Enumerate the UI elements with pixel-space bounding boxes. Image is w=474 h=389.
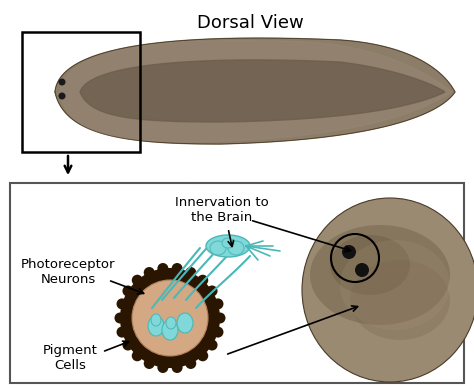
- Circle shape: [157, 263, 168, 274]
- Circle shape: [122, 340, 134, 350]
- Text: Dorsal View: Dorsal View: [197, 14, 303, 32]
- Circle shape: [122, 286, 134, 296]
- Bar: [22, 32, 140, 152]
- Circle shape: [207, 340, 218, 350]
- Circle shape: [144, 267, 155, 278]
- Circle shape: [132, 280, 208, 356]
- Polygon shape: [80, 60, 445, 122]
- Ellipse shape: [148, 316, 164, 336]
- Circle shape: [58, 79, 65, 86]
- Text: Innervation to
the Brain: Innervation to the Brain: [175, 196, 269, 224]
- Circle shape: [207, 286, 218, 296]
- Circle shape: [172, 263, 182, 274]
- Circle shape: [132, 350, 143, 361]
- Bar: [10, 183, 464, 383]
- Ellipse shape: [340, 240, 450, 330]
- Ellipse shape: [310, 225, 450, 325]
- Circle shape: [172, 362, 182, 373]
- Text: Pigment
Cells: Pigment Cells: [43, 344, 98, 372]
- Ellipse shape: [206, 235, 250, 257]
- Circle shape: [342, 245, 356, 259]
- Circle shape: [197, 275, 208, 286]
- Ellipse shape: [228, 241, 244, 255]
- Polygon shape: [60, 40, 452, 142]
- Text: Photoreceptor
Neurons: Photoreceptor Neurons: [21, 258, 115, 286]
- Circle shape: [117, 298, 128, 309]
- Circle shape: [117, 327, 128, 338]
- Circle shape: [120, 268, 220, 368]
- Circle shape: [355, 263, 369, 277]
- Circle shape: [212, 298, 223, 309]
- Circle shape: [185, 358, 196, 369]
- Circle shape: [115, 312, 126, 324]
- Ellipse shape: [350, 260, 450, 340]
- Ellipse shape: [210, 241, 226, 255]
- Circle shape: [215, 312, 226, 324]
- Ellipse shape: [166, 317, 176, 329]
- Ellipse shape: [151, 314, 161, 326]
- Ellipse shape: [162, 320, 178, 340]
- Circle shape: [157, 362, 168, 373]
- Ellipse shape: [222, 238, 234, 248]
- Ellipse shape: [302, 198, 474, 382]
- Ellipse shape: [330, 235, 410, 295]
- Circle shape: [185, 267, 196, 278]
- Circle shape: [58, 93, 65, 100]
- Ellipse shape: [177, 313, 193, 333]
- Circle shape: [144, 358, 155, 369]
- Circle shape: [197, 350, 208, 361]
- Circle shape: [132, 275, 143, 286]
- Circle shape: [212, 327, 223, 338]
- Polygon shape: [55, 38, 455, 144]
